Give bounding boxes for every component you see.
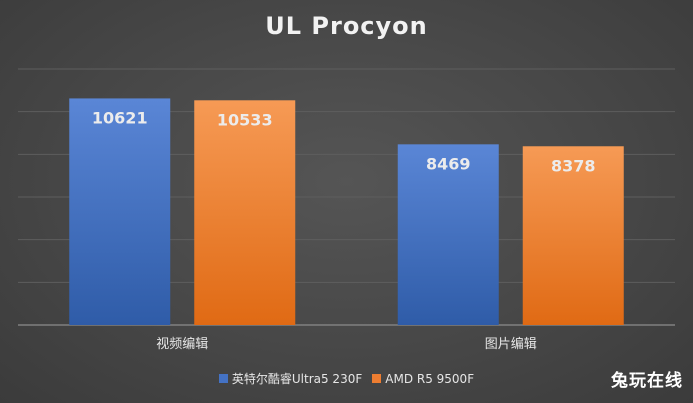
bar-blue-1 (397, 144, 499, 325)
bar-blue-0 (69, 98, 171, 325)
legend-label-1: AMD R5 9500F (385, 371, 475, 386)
chart-title: UL Procyon (265, 12, 428, 40)
legend: 英特尔酷睿Ultra5 230F AMD R5 9500F (0, 370, 693, 387)
data-label: 8378 (551, 156, 596, 175)
bar-orange-0 (194, 100, 296, 326)
data-label: 10533 (217, 110, 273, 129)
category-label: 图片编辑 (485, 337, 537, 352)
data-label: 8469 (426, 154, 471, 173)
legend-item-0: 英特尔酷睿Ultra5 230F (218, 370, 363, 387)
legend-swatch-orange (372, 374, 382, 383)
legend-item-1: AMD R5 9500F (372, 372, 474, 386)
watermark-text: 兔玩在线 (611, 371, 683, 391)
data-label: 10621 (92, 108, 148, 127)
legend-label-0: 英特尔酷睿Ultra5 230F (231, 372, 363, 386)
bar-orange-1 (522, 146, 624, 325)
category-label: 视频编辑 (156, 337, 208, 352)
legend-swatch-blue (218, 374, 228, 383)
